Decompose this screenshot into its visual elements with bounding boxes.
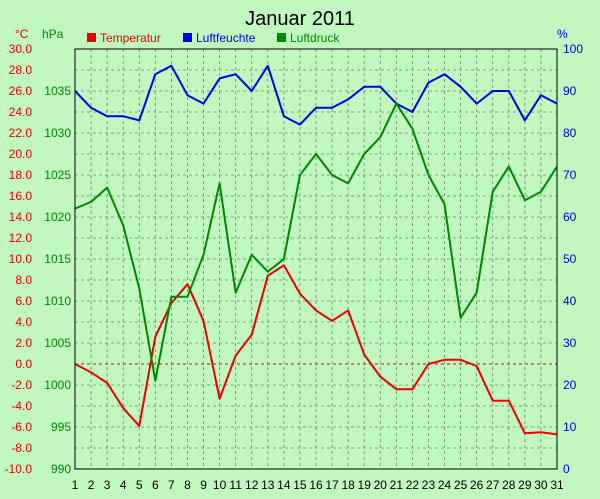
- humidity-tick-label: 60: [563, 210, 577, 224]
- x-tick-label: 19: [358, 478, 372, 492]
- humidity-tick-label: 90: [563, 84, 577, 98]
- x-tick-label: 4: [120, 478, 127, 492]
- x-tick-label: 7: [168, 478, 175, 492]
- series-line-luftfeuchte: [74, 64, 558, 126]
- legend-swatch-luftdruck: [277, 33, 286, 42]
- temp-tick-label: -2.0: [11, 378, 32, 392]
- x-tick-label: 14: [277, 478, 291, 492]
- x-tick-label: 17: [325, 478, 339, 492]
- humidity-tick-label: 50: [563, 252, 577, 266]
- plot-frame: [74, 48, 558, 470]
- temp-tick-label: 28.0: [9, 63, 33, 77]
- x-tick-label: 21: [390, 478, 404, 492]
- series-line-temperatur: [74, 264, 558, 436]
- x-tick-label: 26: [470, 478, 484, 492]
- temp-tick-label: 12.0: [9, 231, 33, 245]
- grid: [75, 49, 557, 469]
- x-tick-label: 5: [136, 478, 143, 492]
- x-tick-label: 1: [72, 478, 79, 492]
- legend-label-luftdruck: Luftdruck: [290, 31, 340, 45]
- temp-tick-label: 26.0: [9, 84, 33, 98]
- temp-tick-label: 22.0: [9, 126, 33, 140]
- x-tick-label: 11: [229, 478, 242, 492]
- x-tick-label: 25: [454, 478, 468, 492]
- x-tick-label: 8: [184, 478, 191, 492]
- humidity-tick-label: 0: [563, 462, 570, 476]
- temp-tick-label: -4.0: [11, 399, 32, 413]
- humidity-tick-label: 30: [563, 336, 577, 350]
- humidity-tick-label: 100: [563, 42, 583, 56]
- temp-tick-label: 8.0: [15, 273, 32, 287]
- legend-label-luftfeuchte: Luftfeuchte: [196, 31, 256, 45]
- x-tick-label: 20: [374, 478, 388, 492]
- pressure-tick-label: 1010: [44, 294, 71, 308]
- x-tick-label: 10: [213, 478, 227, 492]
- temp-tick-label: 4.0: [15, 315, 32, 329]
- pressure-tick-label: 1005: [44, 336, 71, 350]
- humidity-tick-label: 40: [563, 294, 577, 308]
- temp-unit-label: °C: [15, 27, 29, 41]
- chart-title: Januar 2011: [245, 8, 355, 30]
- x-tick-label: 28: [502, 478, 516, 492]
- x-tick-label: 30: [534, 478, 548, 492]
- x-tick-label: 31: [550, 478, 564, 492]
- temp-tick-label: 14.0: [9, 210, 33, 224]
- humidity-tick-label: 80: [563, 126, 577, 140]
- temp-tick-label: -8.0: [11, 441, 32, 455]
- pressure-tick-label: 1035: [44, 84, 71, 98]
- temp-tick-label: 20.0: [9, 147, 33, 161]
- x-tick-label: 6: [152, 478, 159, 492]
- temp-tick-label: 30.0: [9, 42, 33, 56]
- x-tick-label: 16: [309, 478, 323, 492]
- temp-tick-label: 0.0: [15, 357, 32, 371]
- pressure-tick-label: 995: [51, 420, 71, 434]
- x-tick-label: 29: [518, 478, 532, 492]
- temp-tick-label: 6.0: [15, 294, 32, 308]
- humidity-unit-label: %: [557, 27, 568, 41]
- temp-tick-label: -10.0: [5, 462, 33, 476]
- x-tick-label: 15: [293, 478, 307, 492]
- x-tick-label: 2: [88, 478, 95, 492]
- x-tick-label: 27: [486, 478, 500, 492]
- x-tick-label: 18: [341, 478, 355, 492]
- pressure-tick-label: 990: [51, 462, 71, 476]
- x-tick-label: 3: [104, 478, 111, 492]
- pressure-tick-label: 1000: [44, 378, 71, 392]
- x-tick-label: 22: [406, 478, 420, 492]
- legend: Temperatur Luftfeuchte Luftdruck: [87, 31, 340, 45]
- pressure-tick-label: 1025: [44, 168, 71, 182]
- x-tick-label: 24: [438, 478, 452, 492]
- x-tick-label: 13: [261, 478, 275, 492]
- legend-label-temperatur: Temperatur: [100, 31, 161, 45]
- humidity-tick-label: 10: [563, 420, 577, 434]
- legend-swatch-luftfeuchte: [183, 33, 192, 42]
- pressure-tick-label: 1020: [44, 210, 71, 224]
- series-line-luftdruck: [74, 102, 558, 382]
- humidity-tick-label: 70: [563, 168, 577, 182]
- temp-tick-label: 16.0: [9, 189, 33, 203]
- legend-swatch-temperatur: [87, 33, 96, 42]
- pressure-tick-label: 1030: [44, 126, 71, 140]
- axis-labels: -10.0 -8.0 -6.0 -4.0 -2.0 0.0 2.0 4.0 6.0 8.0 10.0…: [5, 42, 584, 492]
- temp-tick-label: 2.0: [15, 336, 32, 350]
- temp-tick-label: 24.0: [9, 105, 33, 119]
- x-tick-label: 9: [200, 478, 207, 492]
- x-tick-label: 23: [422, 478, 436, 492]
- pressure-tick-label: 1015: [44, 252, 71, 266]
- x-tick-label: 12: [245, 478, 259, 492]
- temp-tick-label: 10.0: [9, 252, 33, 266]
- temp-tick-label: -6.0: [11, 420, 32, 434]
- pressure-unit-label: hPa: [42, 27, 64, 41]
- humidity-tick-label: 20: [563, 378, 577, 392]
- series-layer: [74, 64, 558, 436]
- temp-tick-label: 18.0: [9, 168, 33, 182]
